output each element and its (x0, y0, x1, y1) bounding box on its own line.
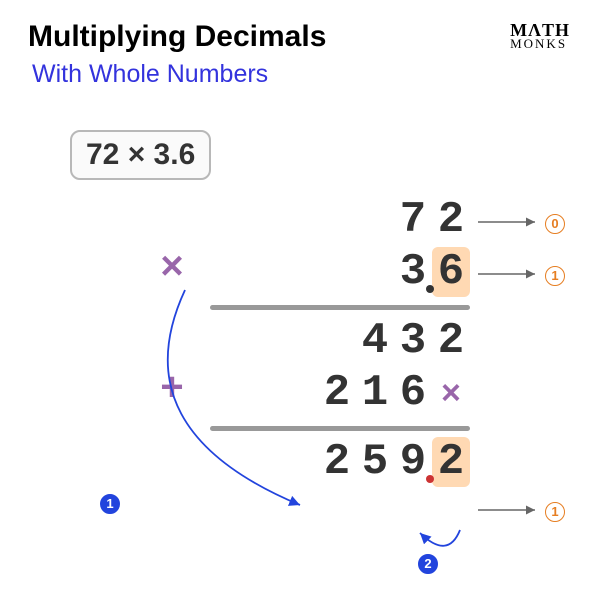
decimal-point (426, 285, 434, 293)
digit-highlighted: 2 (432, 437, 470, 487)
step-callout-1: 1 (100, 492, 120, 514)
multiplicand-row: 7 2 (150, 195, 470, 247)
digit: 4 (356, 316, 394, 366)
long-multiplication: 7 2 × 3 6 4 3 2 + 2 1 6 × 2 5 9 2 (150, 195, 470, 489)
decimal-count-badge-result: 1 (545, 500, 565, 522)
digit: 3 (394, 316, 432, 366)
digit-value: 2 (438, 437, 464, 487)
decimal-count-badge-1: 1 (545, 264, 565, 286)
digit: 2 (432, 195, 470, 245)
badge-value: 1 (545, 502, 565, 522)
badge-value: 1 (545, 266, 565, 286)
partial-product-1: 4 3 2 (150, 316, 470, 368)
digit: 1 (356, 368, 394, 418)
digit: 7 (394, 195, 432, 245)
digit: 5 (356, 437, 394, 487)
brand-logo: MΛTH MONKS (510, 22, 570, 50)
page-title: Multiplying Decimals (28, 20, 326, 54)
decimal-point-result (426, 475, 434, 483)
plus-sign: + (160, 368, 184, 413)
callout-value: 1 (100, 494, 120, 514)
problem-expression: 72 × 3.6 (70, 130, 211, 180)
rule-line (210, 426, 470, 431)
digit: 2 (432, 316, 470, 366)
partial-product-2: + 2 1 6 × (150, 368, 470, 420)
multiplier-row: × 3 6 (150, 247, 470, 299)
badge-value: 0 (545, 214, 565, 234)
arrow-step-2 (420, 530, 460, 546)
digit: 6 (394, 368, 432, 418)
digit-highlighted: 6 (432, 247, 470, 297)
digit: 2 (318, 368, 356, 418)
multiply-sign: × (160, 247, 184, 292)
result-row: 2 5 9 2 (150, 437, 470, 489)
page-subtitle: With Whole Numbers (32, 60, 268, 89)
decimal-count-badge-0: 0 (545, 212, 565, 234)
digit-value: 6 (438, 247, 464, 297)
callout-value: 2 (418, 554, 438, 574)
logo-bottom: MONKS (510, 38, 570, 50)
step-callout-2: 2 (418, 552, 438, 574)
placeholder-digit: × (432, 377, 470, 415)
rule-line (210, 305, 470, 310)
digit: 2 (318, 437, 356, 487)
